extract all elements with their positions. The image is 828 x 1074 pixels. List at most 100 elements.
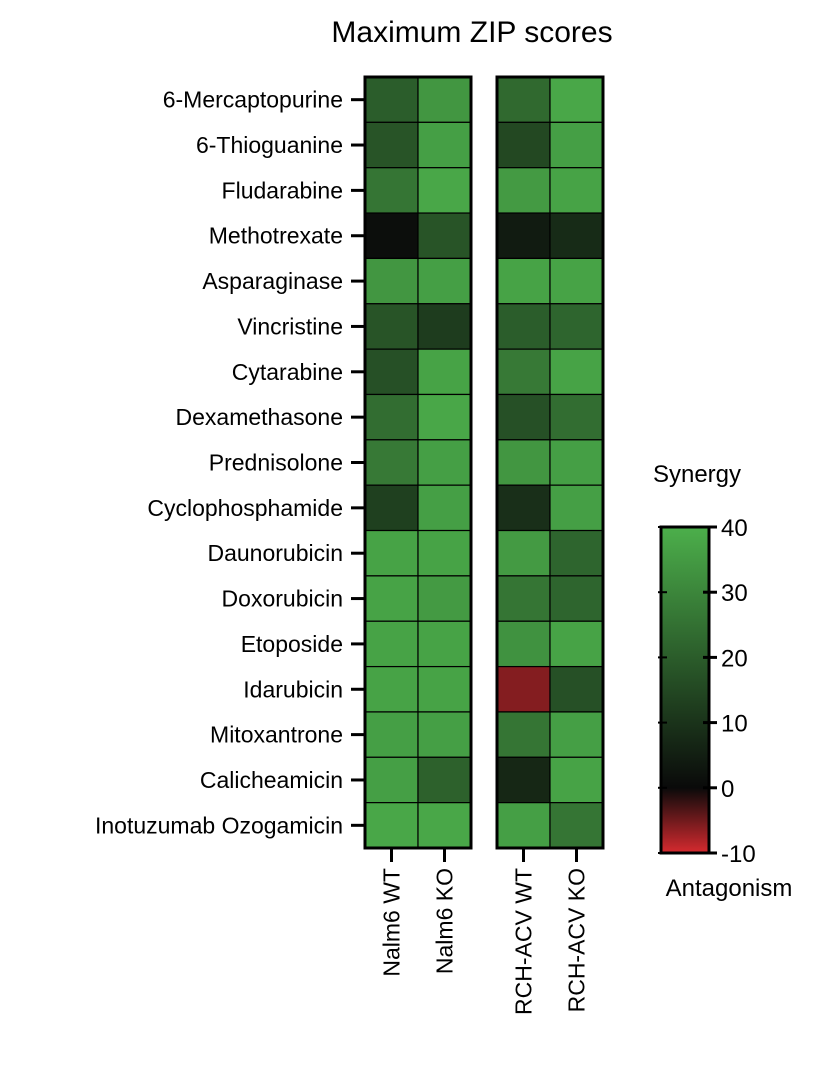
heatmap-cell <box>549 665 604 713</box>
heatmap-cell <box>549 711 604 758</box>
heatmap-cell <box>549 76 604 123</box>
heatmap-cell <box>549 212 604 260</box>
row-label: Dexamethasone <box>176 404 344 430</box>
heatmap-cell <box>496 620 551 668</box>
heatmap-cell <box>364 802 419 849</box>
heatmap-cell <box>417 484 472 532</box>
row-label: Prednisolone <box>209 450 343 476</box>
chart-title: Maximum ZIP scores <box>331 16 612 49</box>
row-label: Etoposide <box>241 631 343 657</box>
row-labels: 6-Mercaptopurine 6-Thioguanine Fludarabine… <box>95 87 365 838</box>
heatmap-cell <box>549 802 604 849</box>
heatmap-cell <box>364 393 419 441</box>
column-label: RCH-ACV WT <box>511 868 537 1015</box>
heatmap-cell <box>364 167 419 214</box>
column-label: RCH-ACV KO <box>564 868 590 1012</box>
heatmap-cell <box>496 121 551 169</box>
heatmap-cell <box>364 529 419 577</box>
heatmap-cell <box>496 484 551 532</box>
row-label: Asparaginase <box>202 268 343 294</box>
heatmap-cell <box>364 620 419 668</box>
heatmap-cell <box>417 756 472 804</box>
heatmap-cell <box>496 348 551 396</box>
heatmap-cell <box>496 76 551 123</box>
heatmap-cell <box>549 303 604 350</box>
heatmap-cell <box>417 257 472 305</box>
column-label: Nalm6 WT <box>379 868 405 977</box>
heatmap-cell <box>364 711 419 758</box>
row-label: Idarubicin <box>243 676 343 702</box>
panel-frame <box>363 75 473 850</box>
heatmap-cell <box>549 620 604 668</box>
heatmap-cell <box>549 439 604 486</box>
colorbar-tick-label: -10 <box>721 841 756 868</box>
row-label: Calicheamicin <box>200 767 343 793</box>
heatmap-cell <box>496 439 551 486</box>
heatmap-cell <box>417 802 472 849</box>
column-labels: Nalm6 WT Nalm6 KO RCH-ACV WT RCH-ACV KO <box>379 848 590 1015</box>
column-label: Nalm6 KO <box>432 868 458 974</box>
heatmap-cell <box>417 620 472 668</box>
heatmap-cell <box>364 348 419 396</box>
heatmap-cell <box>549 121 604 169</box>
heatmap-cell <box>496 529 551 577</box>
heatmap-cell <box>496 257 551 305</box>
row-label: Inotuzumab Ozogamicin <box>95 812 343 838</box>
colorbar-title-top: Synergy <box>653 461 741 488</box>
heatmap-cell <box>496 575 551 622</box>
heatmap-cell <box>496 212 551 260</box>
colorbar-tick-label: 40 <box>721 515 748 542</box>
heatmap-cell <box>549 529 604 577</box>
heatmap-cell <box>364 257 419 305</box>
heatmap-cell <box>364 303 419 350</box>
heatmap-cell <box>496 303 551 350</box>
colorbar-tick-label: 0 <box>721 776 734 803</box>
heatmap-panel <box>495 75 605 850</box>
heatmap-cell <box>364 212 419 260</box>
panel-frame <box>495 75 605 850</box>
colorbar-tick-label: 10 <box>721 711 748 738</box>
heatmap-cell <box>417 575 472 622</box>
heatmap-cell <box>549 257 604 305</box>
row-label: Vincristine <box>237 313 343 339</box>
heatmap-cell <box>549 167 604 214</box>
colorbar-legend: Synergy Antagonism 40 30 20 10 0 -10 <box>653 461 792 902</box>
heatmap-cell <box>364 575 419 622</box>
heatmap-cell <box>549 756 604 804</box>
heatmap-cell <box>417 529 472 577</box>
colorbar-tick-label: 30 <box>721 580 748 607</box>
heatmap-cell <box>496 711 551 758</box>
heatmap-cell <box>549 484 604 532</box>
heatmap-cell <box>364 439 419 486</box>
heatmap-cell <box>549 393 604 441</box>
heatmap-cell <box>496 756 551 804</box>
heatmap-cell <box>417 121 472 169</box>
heatmap-cell <box>417 711 472 758</box>
heatmap-panel <box>363 75 473 850</box>
row-label: Cytarabine <box>232 359 343 385</box>
heatmap-cell <box>417 212 472 260</box>
heatmap-cell <box>364 76 419 123</box>
heatmap-cell <box>364 484 419 532</box>
row-label: Fludarabine <box>222 177 343 203</box>
heatmap-cell <box>496 665 551 713</box>
heatmap-cell <box>417 167 472 214</box>
row-label: Mitoxantrone <box>210 722 343 748</box>
heatmap-cell <box>496 167 551 214</box>
row-label: Doxorubicin <box>222 586 343 612</box>
heatmap-cell <box>417 76 472 123</box>
heatmap-cell <box>364 665 419 713</box>
heatmap-cell <box>364 121 419 169</box>
heatmap-cell <box>417 303 472 350</box>
row-label: Cyclophosphamide <box>147 495 343 521</box>
row-label: Methotrexate <box>209 223 343 249</box>
colorbar <box>659 525 711 855</box>
row-label: Daunorubicin <box>207 540 343 566</box>
heatmap-cell <box>364 756 419 804</box>
heatmap-cell <box>496 802 551 849</box>
heatmap-cell <box>417 393 472 441</box>
colorbar-title-bottom: Antagonism <box>666 875 793 902</box>
heatmap-cell <box>549 348 604 396</box>
row-label: 6-Mercaptopurine <box>163 87 343 113</box>
